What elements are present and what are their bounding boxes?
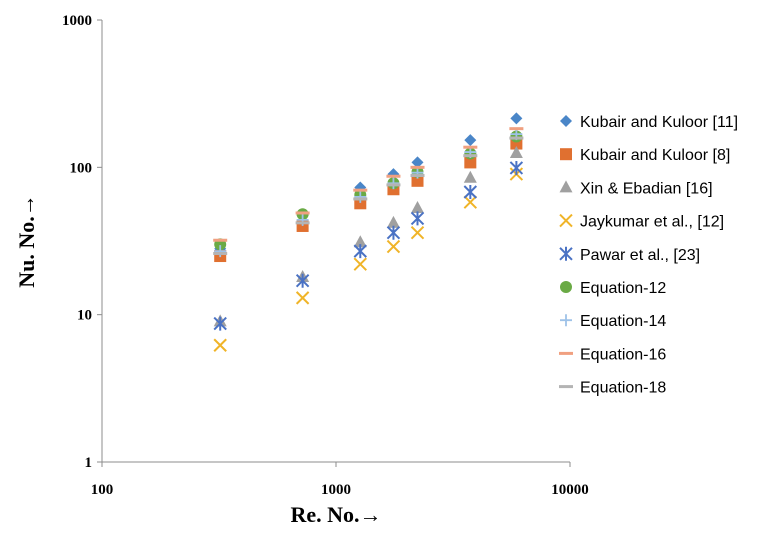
- data-point-series-5: [509, 160, 524, 175]
- data-point-series-8: [213, 238, 228, 242]
- legend-item: Jaykumar et al., [12]: [559, 213, 724, 231]
- legend-marker: [559, 385, 573, 389]
- data-point-series-4: [410, 225, 425, 240]
- legend-marker: [560, 281, 572, 293]
- data-point-series-5: [353, 244, 367, 259]
- data-point-series-8: [410, 165, 425, 169]
- data-point-series-2: [411, 174, 424, 187]
- axes: [101, 20, 570, 463]
- legend-label: Equation-14: [580, 313, 666, 330]
- data-point-series-3: [463, 170, 477, 183]
- x-tick-label: 10000: [551, 482, 589, 498]
- legend-item: Kubair and Kuloor [8]: [560, 147, 730, 164]
- data-point-series-4: [295, 291, 310, 305]
- legend-item: Pawar et al., [23]: [559, 246, 700, 264]
- data-point-series-1: [411, 156, 424, 169]
- legend-label: Kubair and Kuloor [8]: [580, 147, 730, 164]
- legend-marker: [560, 314, 572, 327]
- data-point-series-8: [509, 127, 524, 131]
- data-point-series-7: [214, 245, 227, 258]
- legend-label: Equation-16: [580, 346, 666, 363]
- data-point-series-5: [410, 211, 425, 226]
- data-point-series-5: [386, 225, 401, 240]
- data-point-series-1: [510, 112, 523, 125]
- data-point-series-3: [353, 235, 367, 248]
- legend-item: Equation-18: [559, 380, 666, 397]
- legend-label: Equation-12: [580, 280, 666, 297]
- data-point-series-8: [295, 211, 310, 215]
- data-point-series-5: [463, 185, 478, 200]
- legend-marker: [559, 246, 573, 261]
- tick-group: 1 10 100 1000 100 1000 10000: [62, 13, 589, 498]
- legend-marker: [559, 180, 573, 193]
- legend-label: Equation-18: [580, 380, 666, 397]
- y-tick-label: 1: [85, 455, 93, 471]
- data-point-series-3: [411, 200, 425, 213]
- legend-label: Kubair and Kuloor [11]: [580, 114, 738, 131]
- data-point-series-7: [387, 177, 400, 190]
- data-point-series-4: [353, 257, 367, 271]
- legend: Kubair and Kuloor [11] Kubair and Kuloor …: [559, 114, 738, 397]
- data-point-series-8: [386, 174, 401, 178]
- data-point-series-3: [509, 146, 523, 159]
- x-tick-label: 1000: [321, 482, 351, 498]
- legend-label: Xin & Ebadian [16]: [580, 180, 713, 197]
- y-tick-label: 10: [77, 308, 92, 324]
- data-point-series-1: [464, 134, 477, 147]
- legend-item: Kubair and Kuloor [11]: [560, 114, 738, 131]
- data-markers: [213, 112, 524, 352]
- legend-marker: [559, 213, 573, 228]
- legend-item: Equation-16: [559, 346, 666, 363]
- data-point-series-8: [353, 188, 368, 192]
- data-point-series-4: [386, 239, 401, 254]
- data-point-series-4: [213, 338, 227, 352]
- legend-marker: [560, 115, 572, 127]
- data-point-series-7: [354, 190, 367, 203]
- legend-label: Pawar et al., [23]: [580, 247, 700, 264]
- data-point-series-9: [463, 154, 478, 158]
- y-tick-label: 100: [70, 160, 93, 176]
- legend-marker: [559, 351, 573, 355]
- data-point-series-2: [464, 156, 477, 169]
- data-point-series-9: [353, 197, 368, 201]
- y-tick-label: 1000: [62, 13, 92, 29]
- x-axis-title: Re. No.→: [290, 502, 381, 527]
- y-axis-title: Nu. No.→: [14, 194, 39, 288]
- legend-marker: [560, 148, 572, 161]
- legend-item: Equation-12: [560, 280, 666, 297]
- data-point-series-3: [386, 215, 400, 228]
- data-point-series-8: [463, 145, 478, 149]
- data-point-series-9: [213, 252, 228, 256]
- data-point-series-5: [295, 273, 310, 288]
- legend-label: Jaykumar et al., [12]: [580, 214, 724, 231]
- data-point-series-9: [386, 183, 401, 187]
- data-point-series-5: [213, 316, 227, 331]
- legend-item: Xin & Ebadian [16]: [559, 180, 713, 197]
- data-point-series-9: [509, 136, 524, 140]
- x-tick-label: 100: [91, 482, 114, 498]
- legend-item: Equation-14: [560, 313, 666, 330]
- data-point-series-4: [463, 195, 478, 209]
- data-point-series-9: [410, 174, 425, 178]
- data-point-series-9: [295, 221, 310, 225]
